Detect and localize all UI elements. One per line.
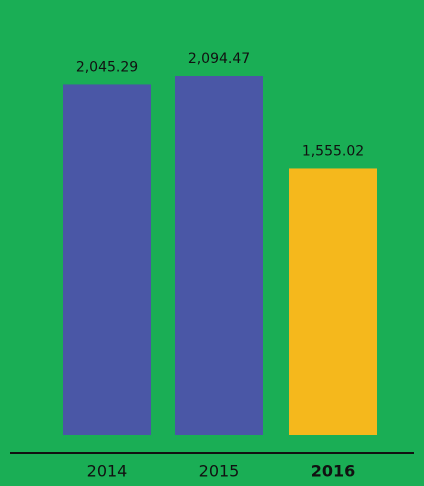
- bar: [63, 84, 151, 436]
- value-label: 1,555.02: [302, 143, 364, 159]
- bar: [289, 168, 377, 435]
- value-label: 2,045.29: [76, 59, 138, 75]
- bar: [175, 76, 263, 435]
- value-label: 2,094.47: [188, 51, 250, 67]
- x-tick-label: 2015: [199, 462, 240, 481]
- x-tick-label: 2016: [311, 462, 356, 481]
- x-tick-label: 2014: [87, 462, 128, 481]
